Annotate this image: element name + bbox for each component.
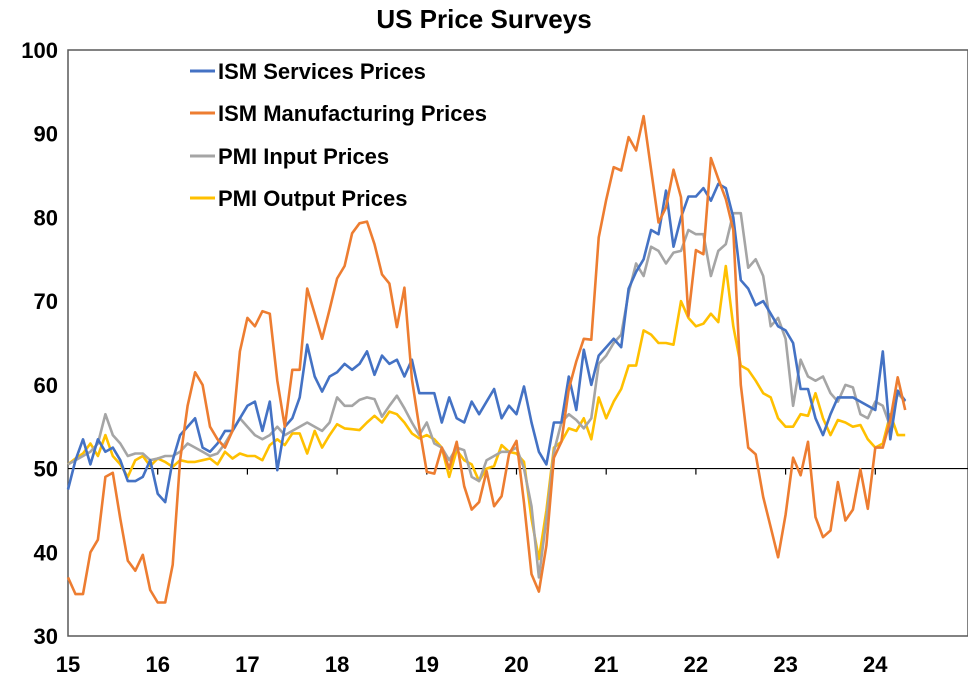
legend: ISM Services Prices ISM Manufacturing Pr…: [190, 59, 487, 211]
legend-item-ism-services: ISM Services Prices: [190, 59, 426, 84]
y-tick-label: 80: [34, 205, 58, 230]
legend-item-ism-manufacturing: ISM Manufacturing Prices: [190, 101, 487, 126]
x-tick-label: 24: [863, 652, 888, 677]
y-tick-label: 100: [21, 38, 58, 63]
plot-area-border: [67, 49, 968, 637]
x-tick-label: 21: [594, 652, 618, 677]
series-line-ism-manufacturing-prices: [66, 114, 907, 604]
x-tick-label: 19: [415, 652, 439, 677]
y-tick-label: 60: [34, 373, 58, 398]
series-lines: [66, 114, 907, 604]
legend-label: ISM Services Prices: [218, 59, 426, 84]
y-tick-label: 30: [34, 624, 58, 649]
x-tick-label: 18: [325, 652, 349, 677]
y-tick-label: 50: [34, 457, 58, 482]
series-line-pmi-input-prices: [67, 211, 907, 579]
y-tick-label: 90: [34, 122, 58, 147]
x-tick-label: 16: [145, 652, 169, 677]
x-tick-label: 20: [504, 652, 528, 677]
series-line-ism-services-prices: [66, 182, 907, 504]
series-line-pmi-output-prices: [67, 264, 906, 561]
legend-label: PMI Output Prices: [218, 186, 407, 211]
x-tick-label: 22: [684, 652, 708, 677]
y-axis: 30 40 50 60 70 80 90 100: [21, 38, 58, 649]
x-tick-label: 17: [235, 652, 259, 677]
legend-label: ISM Manufacturing Prices: [218, 101, 487, 126]
x-axis: 15 16 17 18 19 20 21 22 23 24: [56, 468, 888, 677]
chart-title: US Price Surveys: [376, 4, 591, 34]
legend-label: PMI Input Prices: [218, 144, 389, 169]
y-tick-label: 40: [34, 540, 58, 565]
x-tick-label: 15: [56, 652, 80, 677]
legend-item-pmi-output: PMI Output Prices: [190, 186, 407, 211]
y-tick-label: 70: [34, 289, 58, 314]
x-tick-label: 23: [773, 652, 797, 677]
legend-item-pmi-input: PMI Input Prices: [190, 144, 389, 169]
